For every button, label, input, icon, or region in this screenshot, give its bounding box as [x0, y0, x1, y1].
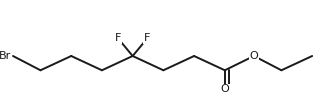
Text: F: F	[144, 33, 150, 43]
Text: Br: Br	[0, 51, 11, 61]
Text: F: F	[115, 33, 121, 43]
Text: O: O	[220, 84, 229, 95]
Text: O: O	[249, 51, 258, 61]
